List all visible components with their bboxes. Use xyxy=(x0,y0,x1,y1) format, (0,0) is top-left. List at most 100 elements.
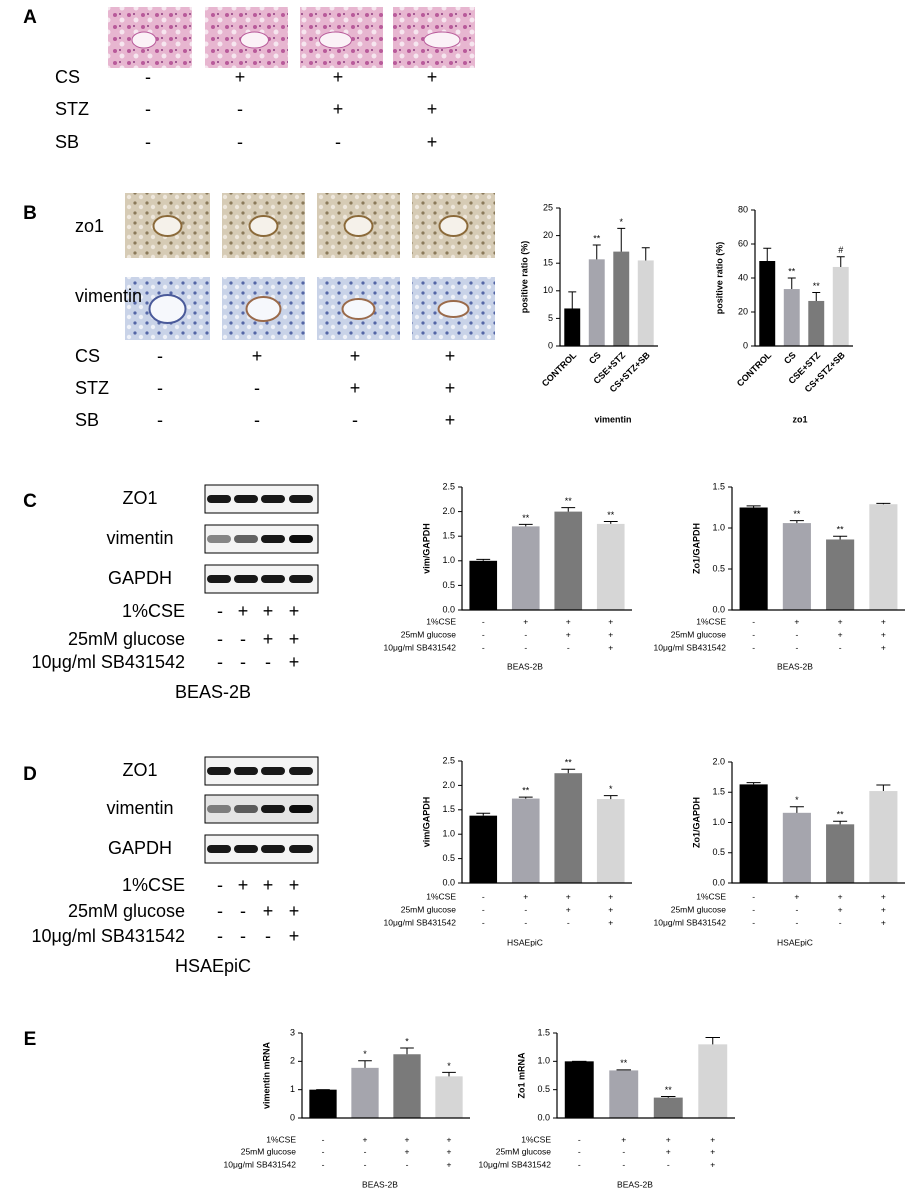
blot-band xyxy=(207,845,231,853)
blot-label: ZO1 xyxy=(122,760,157,780)
bar xyxy=(511,526,540,610)
y-tick-label: 0 xyxy=(743,340,748,350)
blot-band xyxy=(207,535,231,543)
x-axis-label: zo1 xyxy=(792,414,807,424)
bar xyxy=(739,784,768,883)
cell-line: HSAEpiC xyxy=(175,956,251,976)
error-bar xyxy=(616,1069,631,1071)
y-tick-label: 0.0 xyxy=(442,604,455,614)
sign: + xyxy=(289,901,300,921)
y-tick-label: 1.5 xyxy=(537,1027,550,1037)
y-tick-label: 0.5 xyxy=(537,1084,550,1094)
blot-band xyxy=(289,495,313,503)
condition-sign: - xyxy=(839,642,842,652)
y-tick-label: 0.5 xyxy=(712,563,725,573)
row-label: SB xyxy=(55,132,79,152)
bar xyxy=(588,259,605,346)
significance: ** xyxy=(837,525,845,535)
condition-sign: + xyxy=(838,904,843,914)
sign: + xyxy=(427,132,438,152)
blot-band xyxy=(207,575,231,583)
condition-label: 25mM glucose xyxy=(671,904,727,914)
condition-sign: + xyxy=(794,891,799,901)
sign: - xyxy=(237,99,243,119)
axes xyxy=(556,1033,735,1119)
y-tick-label: 1.5 xyxy=(442,531,455,541)
error-bar xyxy=(812,291,821,301)
row-label: 10μg/ml SB431542 xyxy=(32,926,185,946)
bar xyxy=(564,308,581,346)
row-label: SB xyxy=(75,410,99,430)
y-tick-label: 0.5 xyxy=(442,580,455,590)
y-tick-label: 2 xyxy=(290,1056,295,1066)
y-tick-label: 60 xyxy=(738,238,748,248)
blot-label: GAPDH xyxy=(108,568,172,588)
y-tick-label: 25 xyxy=(543,202,553,212)
error-bar xyxy=(561,507,576,512)
error-bar xyxy=(789,806,804,813)
x-tick-label: CS xyxy=(782,350,798,366)
condition-sign: - xyxy=(752,891,755,901)
significance: ** xyxy=(620,1058,628,1068)
y-tick-label: 0.5 xyxy=(712,847,725,857)
x-tick-label: CONTROL xyxy=(540,350,579,389)
airway xyxy=(423,31,461,49)
error-bar xyxy=(568,291,577,309)
sign: - xyxy=(352,410,358,430)
bar xyxy=(653,1097,683,1118)
stain-label: zo1 xyxy=(75,216,104,236)
blot-band xyxy=(207,767,231,775)
condition-label: 10μg/ml SB431542 xyxy=(384,642,457,652)
condition-sign: + xyxy=(523,891,528,901)
blot-band xyxy=(234,575,258,583)
bar xyxy=(698,1044,728,1118)
y-axis-label: Zo1/GAPDH xyxy=(691,523,701,574)
sign: + xyxy=(427,67,438,87)
sign: - xyxy=(145,67,151,87)
error-bar xyxy=(836,256,845,267)
row-label: 1%CSE xyxy=(122,875,185,895)
error-bar xyxy=(833,820,848,825)
sign: + xyxy=(252,346,263,366)
significance: ** xyxy=(565,758,573,768)
condition-sign: + xyxy=(608,891,613,901)
bar xyxy=(782,812,811,883)
sign: + xyxy=(289,629,300,649)
bar xyxy=(609,1070,639,1118)
error-bar xyxy=(518,796,533,799)
condition-sign: - xyxy=(567,917,570,927)
y-tick-label: 20 xyxy=(738,306,748,316)
y-axis-label: Zo1/GAPDH xyxy=(691,797,701,848)
y-axis-label: Zo1 mRNA xyxy=(516,1052,526,1099)
condition-sign: - xyxy=(322,1159,325,1169)
condition-sign: + xyxy=(608,629,613,639)
sign: - xyxy=(240,926,246,946)
bar xyxy=(511,798,540,883)
condition-label: 25mM glucose xyxy=(401,904,457,914)
error-bar xyxy=(876,502,891,505)
condition-sign: - xyxy=(524,917,527,927)
y-tick-label: 0 xyxy=(290,1112,295,1122)
sign: + xyxy=(445,410,456,430)
condition-sign: + xyxy=(666,1146,671,1156)
significance: ** xyxy=(565,496,573,506)
condition-sign: - xyxy=(578,1159,581,1169)
condition-label: 10μg/ml SB431542 xyxy=(224,1159,297,1169)
sign: + xyxy=(333,67,344,87)
condition-sign: - xyxy=(578,1146,581,1156)
condition-sign: + xyxy=(710,1146,715,1156)
significance: ** xyxy=(813,281,821,291)
condition-sign: + xyxy=(447,1146,452,1156)
condition-sign: + xyxy=(566,904,571,914)
row-label: STZ xyxy=(55,99,89,119)
condition-sign: - xyxy=(482,642,485,652)
condition-sign: + xyxy=(447,1159,452,1169)
x-axis-label: HSAEpiC xyxy=(777,937,813,947)
row-label: CS xyxy=(55,67,80,87)
axes xyxy=(559,208,658,347)
axes xyxy=(301,1033,470,1119)
airway xyxy=(131,31,157,49)
y-axis-label: positive ratio (%) xyxy=(519,241,529,314)
error-bar xyxy=(876,784,891,792)
error-bar xyxy=(400,1047,414,1055)
